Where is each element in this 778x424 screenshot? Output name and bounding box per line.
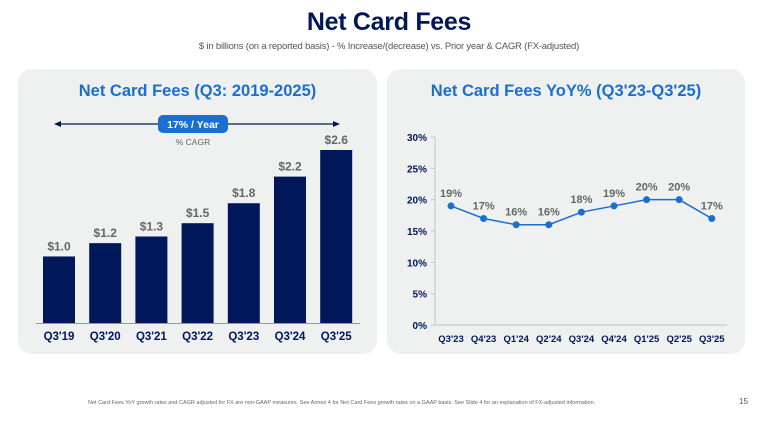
bar-data-label: $1.8 xyxy=(232,186,256,200)
x-tick-label: Q1'24 xyxy=(503,334,529,345)
x-tick-label: Q3'19 xyxy=(44,331,75,343)
x-tick-label: Q4'23 xyxy=(471,334,497,345)
bar-data-label: $2.6 xyxy=(325,133,349,147)
page-subtitle: $ in billions (on a reported basis) - % … xyxy=(198,41,580,52)
bar xyxy=(227,203,260,323)
x-tick-label: Q3'22 xyxy=(182,331,213,343)
x-tick-label: Q3'23 xyxy=(228,331,259,343)
x-tick-label: Q1'25 xyxy=(634,334,660,345)
data-point xyxy=(675,196,683,204)
y-tick-label: 10% xyxy=(407,258,427,269)
point-data-label: 19% xyxy=(440,188,462,200)
bar xyxy=(320,150,353,323)
y-tick-label: 20% xyxy=(407,196,427,207)
x-tick-label: Q2'24 xyxy=(536,334,562,345)
bar-chart-title: Net Card Fees (Q3: 2019-2025) xyxy=(78,82,317,100)
bar-data-label: $2.2 xyxy=(278,160,302,174)
point-data-label: 17% xyxy=(473,200,495,212)
x-tick-label: Q3'24 xyxy=(275,331,306,343)
x-tick-label: Q3'25 xyxy=(699,334,725,345)
data-point xyxy=(512,221,520,229)
x-tick-label: Q4'24 xyxy=(601,334,627,345)
x-tick-label: Q2'25 xyxy=(666,334,692,345)
footnote: Net Card Fees YoY growth rates and CAGR … xyxy=(88,400,596,406)
bar-data-label: $1.0 xyxy=(47,239,71,253)
point-data-label: 17% xyxy=(701,200,723,212)
y-tick-label: 25% xyxy=(407,164,427,175)
data-point xyxy=(545,221,553,229)
y-tick-label: 5% xyxy=(413,290,428,301)
bar xyxy=(43,256,75,323)
line-chart: 0% 5% 10% 15% 20% 25% 30% 19% Q3'23 17% Q4'23 16% Q1… xyxy=(407,133,727,345)
x-tick-label: Q3'20 xyxy=(90,331,121,343)
x-tick-label: Q3'23 xyxy=(438,334,464,345)
point-data-label: 20% xyxy=(668,182,690,194)
page-number: 15 xyxy=(739,397,748,406)
data-point xyxy=(577,208,585,216)
bar-data-label: $1.5 xyxy=(186,206,210,220)
bar-data-label: $1.2 xyxy=(94,226,118,240)
data-point xyxy=(708,214,716,222)
page-title: Net Card Fees xyxy=(306,8,472,36)
x-tick-label: Q3'21 xyxy=(136,331,167,343)
arrow-left-icon xyxy=(54,121,61,127)
bar-chart: 17% / Year % CAGR $1.0 Q3'19 $1.2 Q3'20 $1.3 Q3… xyxy=(36,115,360,343)
bar xyxy=(274,176,306,323)
bar xyxy=(135,236,168,323)
point-data-label: 16% xyxy=(538,207,560,219)
cagr-pill-label: 17% / Year xyxy=(167,119,219,131)
bar-data-label: $1.3 xyxy=(140,220,164,234)
bar-chart-card: Net Card Fees (Q3: 2019-2025) 17% / Year… xyxy=(18,69,377,354)
point-data-label: 20% xyxy=(636,182,658,194)
cagr-pill xyxy=(158,115,228,133)
x-tick-label: Q3'25 xyxy=(321,331,352,343)
line-chart-title: Net Card Fees YoY% (Q3'23-Q3'25) xyxy=(430,82,702,100)
data-point xyxy=(610,202,618,210)
bar xyxy=(89,243,122,323)
point-data-label: 16% xyxy=(505,207,527,219)
line-chart-card: Net Card Fees YoY% (Q3'23-Q3'25) 0% 5% 10%… xyxy=(387,69,745,354)
arrow-right-icon xyxy=(333,121,340,127)
y-tick-label: 30% xyxy=(407,133,427,144)
x-tick-label: Q3'24 xyxy=(569,334,595,345)
y-tick-label: 15% xyxy=(407,227,427,238)
point-data-label: 18% xyxy=(570,194,592,206)
point-data-label: 19% xyxy=(603,188,625,200)
data-point xyxy=(447,202,455,210)
data-point xyxy=(643,196,651,204)
y-tick-label: 0% xyxy=(413,321,428,332)
bar xyxy=(181,223,214,323)
cagr-caption: % CAGR xyxy=(176,137,210,147)
data-point xyxy=(480,214,488,222)
